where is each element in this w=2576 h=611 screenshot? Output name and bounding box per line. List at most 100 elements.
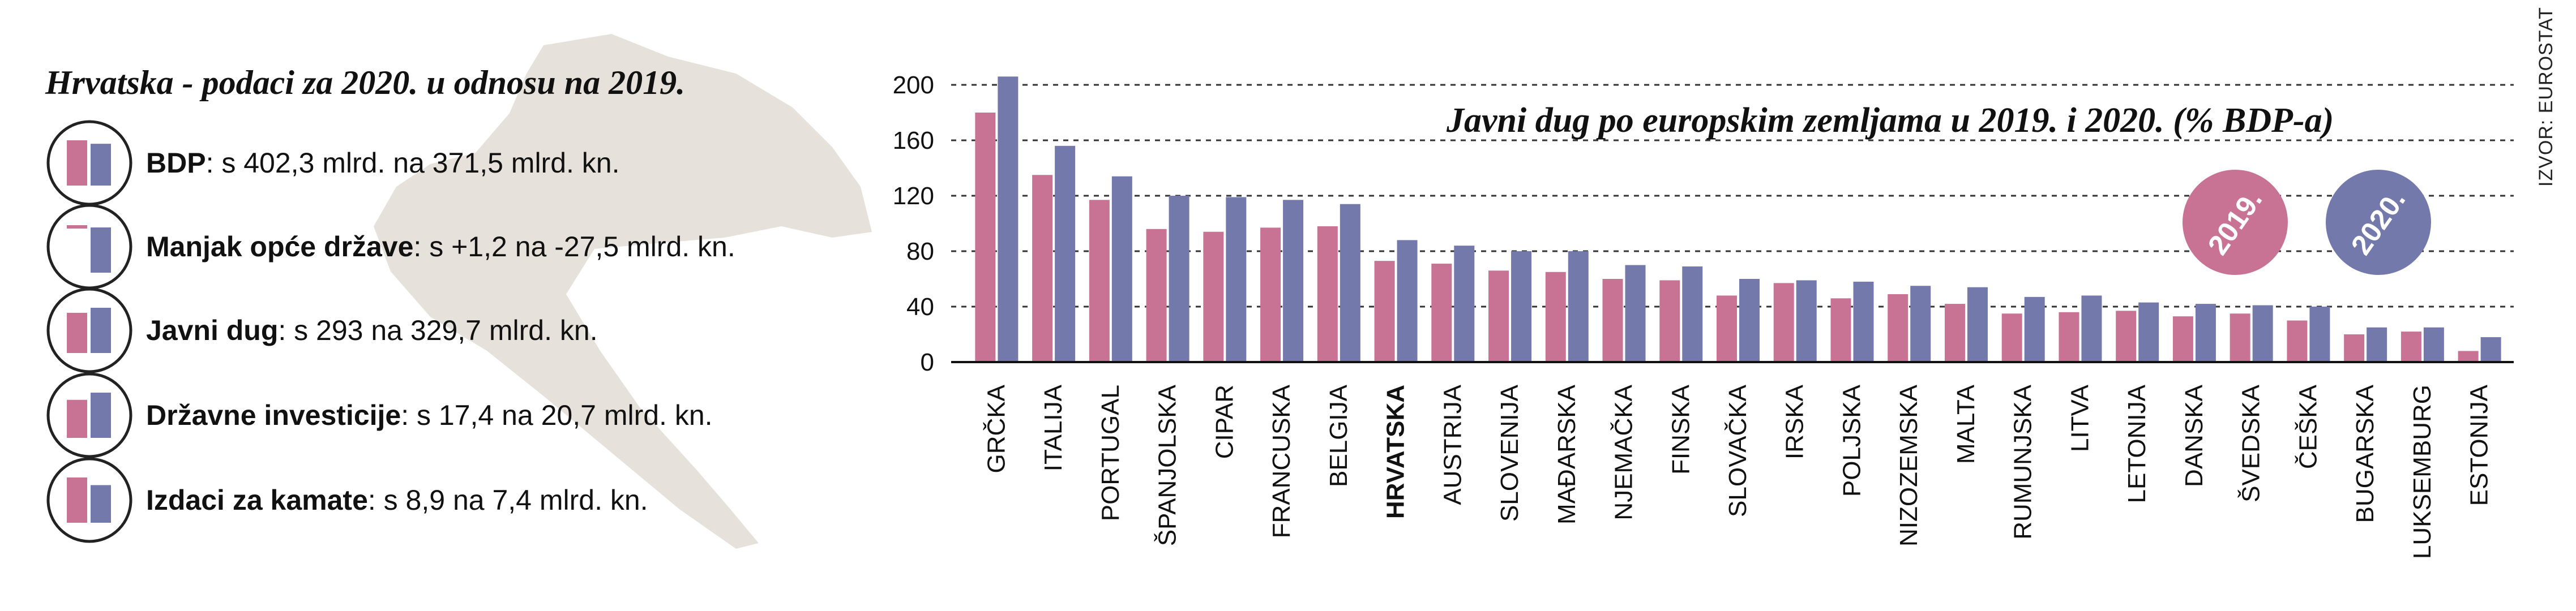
bar-2020 [2309, 307, 2330, 362]
stat-name: Manjak opće države [146, 231, 414, 263]
chart-title: Javni dug po europskim zemljama u 2019. … [1447, 101, 2334, 140]
stat-detail: : s 293 na 329,7 mlrd. kn. [278, 315, 598, 346]
x-tick-label: HRVATSKA [1382, 385, 1410, 519]
x-tick-label: AUSTRIJA [1439, 384, 1466, 505]
stat-text: Izdaci za kamate: s 8,9 na 7,4 mlrd. kn. [146, 484, 648, 517]
bar-2020 [1682, 266, 1703, 362]
croatia-map-shape [374, 34, 872, 549]
y-tick-label: 160 [893, 127, 934, 154]
x-tick-label: NIZOZEMSKA [1895, 384, 1923, 547]
y-tick-label: 80 [906, 238, 934, 265]
y-tick-label: 0 [921, 348, 934, 376]
bar-2020 [2138, 302, 2159, 362]
bar-2019 [975, 113, 996, 362]
x-tick-label: ŠPANJOLSKA [1153, 384, 1182, 546]
stat-detail: : s 402,3 mlrd. na 371,5 mlrd. kn. [206, 147, 620, 179]
x-tick-label: ČEŠKA [2293, 384, 2322, 469]
legend-2020-label: 2020. [2345, 184, 2412, 261]
stat-bar-2019 [67, 477, 87, 523]
croatia-map-silhouette [374, 34, 872, 549]
x-tick-label: RUMUNJSKA [2009, 384, 2037, 539]
y-axis-ticks: 0 40 80 120 160 200 [893, 71, 934, 376]
y-tick-label: 40 [906, 293, 934, 321]
bar-2020 [1055, 145, 1076, 362]
bar-2020 [1796, 280, 1817, 362]
stat-bar-2020 [91, 144, 111, 186]
stat-text: Javni dug: s 293 na 329,7 mlrd. kn. [146, 314, 598, 347]
bar-2019 [2287, 320, 2308, 362]
bar-2020 [1283, 200, 1304, 362]
bar-2020 [2024, 296, 2045, 362]
stat-bars-icon [46, 287, 132, 373]
bar-2019 [1431, 264, 1452, 362]
bar-2020 [998, 76, 1019, 363]
bar-2020 [1511, 251, 1532, 362]
x-tick-label: MAĐARSKA [1553, 384, 1581, 524]
stat-name: Državne investicije [146, 399, 401, 431]
stat-bar-2019 [67, 225, 87, 229]
stat-row: Državne investicije: s 17,4 na 20,7 mlrd… [45, 365, 883, 465]
bar-2019 [1032, 175, 1053, 362]
bar-2019 [1944, 304, 1965, 362]
x-tick-label: IRSKA [1781, 384, 1809, 459]
x-tick-label: DANSKA [2180, 384, 2208, 487]
x-tick-label: LITVA [2066, 384, 2094, 452]
stat-bars-icon [46, 457, 132, 543]
x-tick-label: LETONIJA [2123, 384, 2151, 503]
bar-2020 [2423, 327, 2444, 362]
x-tick-label: NJEMAČKA [1610, 384, 1638, 520]
legend-2020-badge: 2020. [2326, 170, 2431, 275]
panel-title: Hrvatska - podaci za 2020. u odnosu na 2… [45, 64, 686, 101]
stat-text: Manjak opće države: s +1,2 na -27,5 mlrd… [146, 230, 735, 263]
bar-2019 [1488, 270, 1509, 362]
bar-2019 [1374, 261, 1395, 362]
bar-2019 [1089, 200, 1110, 362]
bar-2020 [1226, 197, 1247, 362]
stat-detail: : s +1,2 na -27,5 mlrd. kn. [413, 231, 735, 263]
x-tick-label: MALTA [1952, 384, 1980, 464]
stat-bar-2020 [91, 227, 111, 273]
stat-name: Javni dug [146, 315, 279, 346]
stat-bars-icon [46, 120, 132, 206]
stat-bar-2019 [67, 312, 87, 353]
bar-2019 [2172, 316, 2193, 362]
stat-name: Izdaci za kamate [146, 484, 368, 516]
bar-2019 [2116, 311, 2137, 362]
bar-2019 [1773, 283, 1794, 362]
stat-row: Izdaci za kamate: s 8,9 na 7,4 mlrd. kn. [45, 450, 883, 550]
x-tick-label: CIPAR [1210, 385, 1238, 459]
bar-2019 [2001, 313, 2022, 362]
stat-detail: : s 8,9 na 7,4 mlrd. kn. [367, 484, 648, 516]
bar-2019 [1260, 227, 1281, 362]
bar-2019 [1888, 294, 1909, 362]
legend-2019-badge: 2019. [2183, 170, 2288, 275]
stat-row: Manjak opće države: s +1,2 na -27,5 mlrd… [45, 197, 883, 296]
stat-text: BDP: s 402,3 mlrd. na 371,5 mlrd. kn. [146, 147, 620, 179]
stat-name: BDP [146, 147, 206, 179]
bar-2020 [1454, 246, 1475, 362]
bar-2019 [1830, 298, 1851, 362]
stat-bar-2019 [67, 140, 87, 186]
x-tick-label: PORTUGAL [1097, 385, 1124, 521]
bar-2019 [1659, 280, 1680, 362]
x-tick-label: POLJSKA [1838, 384, 1865, 497]
x-tick-label: ŠVEDSKA [2237, 384, 2265, 502]
bar-2020 [2367, 327, 2387, 362]
stat-detail: : s 17,4 na 20,7 mlrd. kn. [401, 399, 713, 431]
x-tick-label: ITALIJA [1039, 384, 1067, 471]
stat-row: Javni dug: s 293 na 329,7 mlrd. kn. [45, 281, 883, 380]
bar-2019 [2400, 332, 2421, 362]
stat-bars-icon [46, 372, 132, 458]
bar-2019 [1545, 272, 1566, 362]
stat-bar-2019 [67, 399, 87, 438]
bar-2019 [1317, 226, 1338, 362]
bars [975, 76, 2501, 363]
source-note: IZVOR: EUROSTAT [2535, 7, 2557, 187]
bar-2019 [1602, 279, 1623, 362]
stat-row: BDP: s 402,3 mlrd. na 371,5 mlrd. kn. [45, 113, 883, 213]
x-tick-label: GRČKA [982, 384, 1010, 473]
stat-text: Državne investicije: s 17,4 na 20,7 mlrd… [146, 399, 713, 432]
bar-2019 [2344, 334, 2365, 362]
legend-2019-label: 2019. [2202, 184, 2269, 261]
